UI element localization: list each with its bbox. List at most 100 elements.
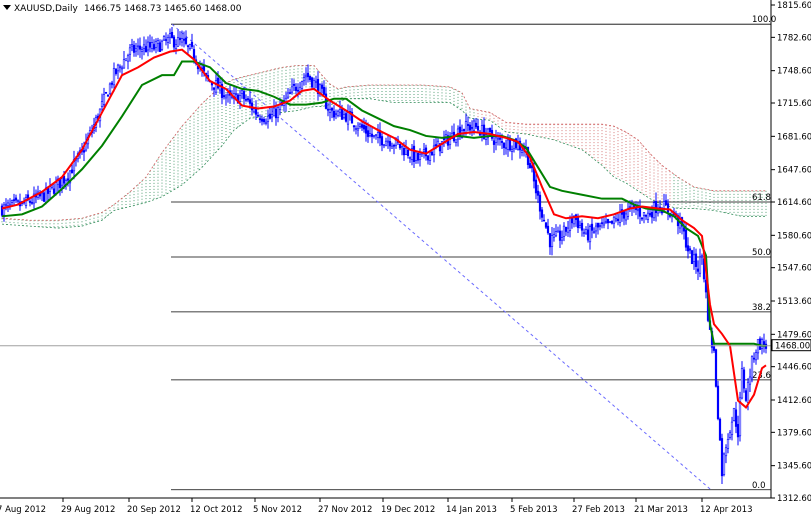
- candle-body: [682, 227, 686, 232]
- candle-body: [578, 225, 582, 229]
- candle-body: [234, 93, 238, 95]
- candle-body: [712, 346, 716, 351]
- ohlc-values: 1466.75 1468.73 1465.60 1468.00: [84, 4, 242, 14]
- candle-body: [114, 68, 118, 74]
- fib-level-label: 38.2: [752, 303, 771, 313]
- candle-body: [100, 101, 104, 107]
- price-tick-label: 1815.60: [777, 1, 811, 11]
- candle-body: [492, 140, 496, 145]
- symbol-label: XAUUSD,Daily: [14, 4, 78, 14]
- candle-body: [684, 229, 688, 248]
- candle-body: [756, 339, 760, 354]
- fib-level-label: 100.0: [752, 15, 776, 25]
- candle-body: [320, 84, 324, 89]
- candle-body: [356, 128, 360, 131]
- candle-body: [70, 169, 74, 174]
- dropdown-arrow-icon[interactable]: [3, 5, 11, 10]
- candle-body: [60, 178, 64, 186]
- price-tick-label: 1513.60: [777, 297, 811, 307]
- candle-body: [384, 140, 388, 147]
- candle-body: [124, 58, 128, 62]
- candle-body: [246, 98, 250, 101]
- candle-body: [622, 211, 626, 219]
- candle-body: [388, 141, 392, 147]
- candle-body: [432, 145, 436, 156]
- candle-body: [52, 188, 56, 194]
- candle-body: [428, 151, 432, 161]
- fibonacci-retracement: 100.0 61.8 50.0 38.2 23.6 0.0: [171, 15, 776, 491]
- candle-body: [464, 121, 468, 134]
- time-tick-label: 19 Dec 2012: [381, 505, 435, 515]
- candle-body: [466, 124, 470, 127]
- candle-body: [454, 139, 458, 143]
- candle-body: [404, 147, 408, 155]
- price-tick-label: 1748.60: [777, 67, 811, 77]
- candle-body: [144, 46, 148, 53]
- candle-body: [468, 124, 472, 131]
- candle-body: [534, 179, 538, 194]
- candle-body: [288, 92, 292, 94]
- candle-body: [600, 222, 604, 224]
- candle-body: [474, 122, 478, 128]
- candle-body: [608, 221, 612, 223]
- candle-body: [514, 138, 518, 149]
- candle-body: [180, 38, 184, 43]
- candle-body: [290, 86, 294, 93]
- candle-body: [122, 59, 126, 69]
- fib-level-label: 23.6: [752, 371, 771, 381]
- candle-body: [142, 44, 146, 49]
- candle-body: [134, 48, 138, 52]
- candle-body: [30, 202, 34, 204]
- candle-body: [596, 222, 600, 228]
- candle-body: [748, 376, 752, 385]
- candle-body: [352, 125, 356, 128]
- candle-body: [168, 33, 172, 38]
- candle-body: [732, 407, 736, 421]
- time-tick-label: 5 Nov 2012: [253, 505, 302, 515]
- candle-body: [140, 49, 144, 53]
- candle-body: [186, 45, 190, 47]
- candle-body: [580, 222, 584, 231]
- candle-body: [664, 200, 668, 206]
- candle-body: [310, 77, 314, 88]
- candle-body: [176, 37, 180, 47]
- candle-body: [328, 109, 332, 113]
- candle-body: [240, 90, 244, 94]
- candle-body: [164, 39, 168, 41]
- candle-body: [172, 36, 176, 48]
- candle-body: [604, 220, 608, 223]
- candle-body: [372, 134, 376, 137]
- candle-body: [698, 256, 702, 274]
- candle-body: [42, 192, 46, 202]
- candle-body: [16, 200, 20, 203]
- candle-body: [692, 254, 696, 263]
- tenkan-sen-line: [1, 48, 767, 409]
- candle-body: [326, 108, 330, 111]
- candle-body: [350, 111, 354, 124]
- candle-body: [380, 136, 384, 146]
- candle-body: [730, 421, 734, 435]
- candle-body: [654, 200, 658, 214]
- candle-body: [12, 199, 16, 201]
- candle-body: [346, 112, 350, 125]
- candle-body: [112, 68, 116, 86]
- candle-body: [440, 141, 444, 154]
- candle-body: [400, 145, 404, 148]
- candle-body: [332, 110, 336, 118]
- price-tick-label: 1412.60: [777, 396, 811, 406]
- candle-body: [724, 447, 728, 457]
- candle-body: [110, 82, 114, 85]
- price-tick-label: 1446.60: [777, 363, 811, 373]
- candle-body: [170, 31, 174, 38]
- candle-body: [54, 182, 58, 194]
- candle-body: [716, 385, 720, 420]
- candle-body: [128, 47, 132, 55]
- candle-body: [166, 37, 170, 43]
- candle-body: [472, 120, 476, 131]
- candle-body: [760, 339, 764, 349]
- candle-body: [386, 140, 390, 143]
- candle-body: [422, 149, 426, 152]
- candle-body: [718, 418, 722, 441]
- candle-body: [696, 268, 700, 272]
- candle-body: [592, 231, 596, 234]
